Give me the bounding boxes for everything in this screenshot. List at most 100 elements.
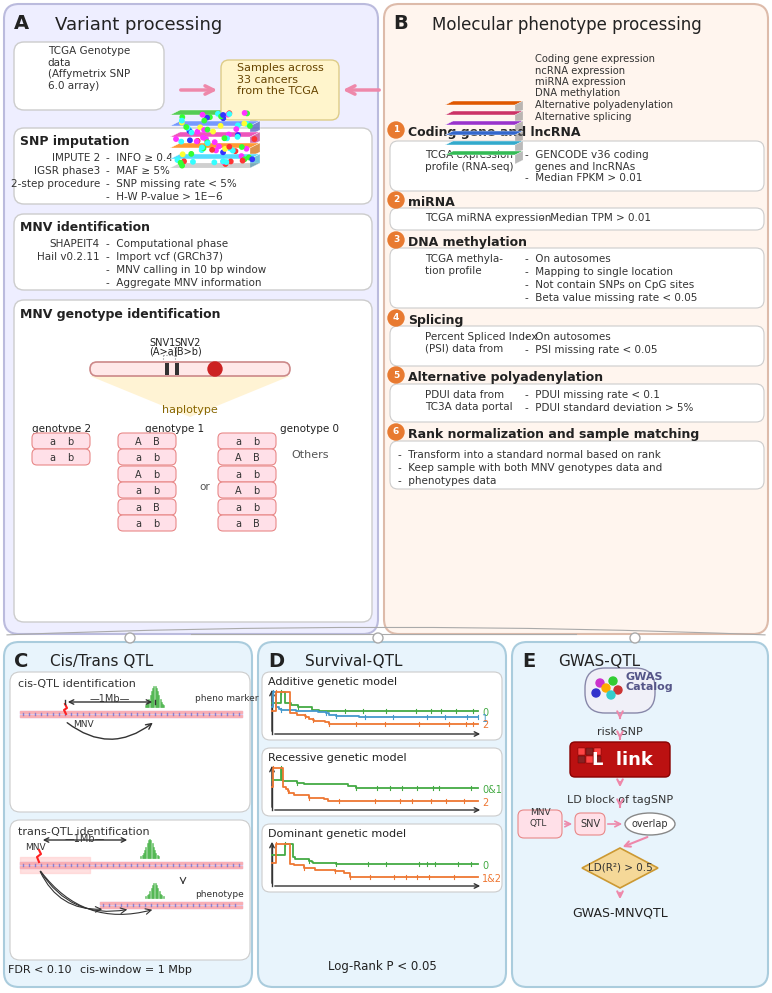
Text: b: b xyxy=(153,519,159,529)
FancyBboxPatch shape xyxy=(575,813,605,835)
Circle shape xyxy=(204,137,208,141)
Circle shape xyxy=(202,118,206,123)
Text: Rank normalization and sample matching: Rank normalization and sample matching xyxy=(408,428,699,441)
FancyBboxPatch shape xyxy=(585,668,655,713)
Text: cis-window = 1 Mbp: cis-window = 1 Mbp xyxy=(80,965,192,975)
Polygon shape xyxy=(250,143,260,157)
Circle shape xyxy=(248,124,252,128)
Circle shape xyxy=(225,136,229,141)
FancyBboxPatch shape xyxy=(390,384,764,422)
Circle shape xyxy=(252,137,256,141)
Text: or: or xyxy=(200,482,211,492)
Text: Additive genetic model: Additive genetic model xyxy=(268,677,397,687)
FancyBboxPatch shape xyxy=(4,642,252,987)
Text: b: b xyxy=(253,437,259,447)
Circle shape xyxy=(195,129,200,134)
Text: genotype 1: genotype 1 xyxy=(145,424,205,434)
Text: LD(R²) > 0.5: LD(R²) > 0.5 xyxy=(587,863,652,873)
Circle shape xyxy=(212,140,217,144)
Polygon shape xyxy=(445,131,523,135)
Text: -  MAF ≥ 5%: - MAF ≥ 5% xyxy=(106,166,170,176)
Circle shape xyxy=(200,112,205,117)
Text: DNA methylation: DNA methylation xyxy=(535,88,620,98)
Text: —1Mb—: —1Mb— xyxy=(90,694,130,704)
Circle shape xyxy=(178,161,183,165)
Text: -  phenotypes data: - phenotypes data xyxy=(398,476,496,486)
Circle shape xyxy=(218,124,223,128)
Circle shape xyxy=(235,135,240,139)
Text: a: a xyxy=(235,437,241,447)
Circle shape xyxy=(125,633,135,643)
Circle shape xyxy=(235,133,240,137)
Text: Catalog: Catalog xyxy=(625,682,672,692)
Bar xyxy=(578,756,585,763)
Circle shape xyxy=(239,145,244,149)
FancyBboxPatch shape xyxy=(218,482,276,498)
Circle shape xyxy=(614,686,622,694)
Circle shape xyxy=(388,310,404,326)
Polygon shape xyxy=(250,121,260,135)
Text: B: B xyxy=(153,503,159,513)
Polygon shape xyxy=(170,121,260,126)
Circle shape xyxy=(231,148,235,153)
Text: cis-QTL identification: cis-QTL identification xyxy=(18,679,136,689)
Circle shape xyxy=(227,112,232,116)
Circle shape xyxy=(180,118,184,123)
Circle shape xyxy=(239,154,244,158)
Text: Recessive genetic model: Recessive genetic model xyxy=(268,753,407,763)
Circle shape xyxy=(244,122,249,126)
Polygon shape xyxy=(170,163,260,168)
FancyBboxPatch shape xyxy=(118,466,176,482)
Circle shape xyxy=(388,122,404,138)
FancyBboxPatch shape xyxy=(384,4,768,634)
Bar xyxy=(594,748,601,755)
Polygon shape xyxy=(445,121,523,125)
Text: MNV: MNV xyxy=(25,843,46,852)
Text: MNV identification: MNV identification xyxy=(20,221,150,234)
Circle shape xyxy=(174,137,178,141)
Text: A: A xyxy=(134,470,141,480)
Circle shape xyxy=(205,140,209,144)
Polygon shape xyxy=(515,141,523,154)
Text: -  On autosomes: - On autosomes xyxy=(525,254,611,264)
Text: -  SNP missing rate < 5%: - SNP missing rate < 5% xyxy=(106,179,237,189)
Text: Alternative polyadenylation: Alternative polyadenylation xyxy=(408,371,603,384)
Text: Coding gene and lncRNA: Coding gene and lncRNA xyxy=(408,126,581,139)
Text: -  Computational phase: - Computational phase xyxy=(106,239,228,249)
Text: b: b xyxy=(67,437,73,447)
Text: -  Import vcf (GRCh37): - Import vcf (GRCh37) xyxy=(106,252,223,262)
Text: pheno marker: pheno marker xyxy=(195,694,259,703)
Text: Alternative splicing: Alternative splicing xyxy=(535,111,631,121)
FancyBboxPatch shape xyxy=(4,4,378,634)
Text: b: b xyxy=(153,470,159,480)
Circle shape xyxy=(198,125,202,129)
Text: 0: 0 xyxy=(482,861,488,871)
FancyBboxPatch shape xyxy=(118,482,176,498)
Text: Cis/Trans QTL: Cis/Trans QTL xyxy=(50,654,154,669)
Circle shape xyxy=(191,160,195,164)
FancyBboxPatch shape xyxy=(390,441,764,489)
FancyBboxPatch shape xyxy=(218,433,276,449)
Text: TCGA Genotype
data
(Affymetrix SNP
6.0 array): TCGA Genotype data (Affymetrix SNP 6.0 a… xyxy=(48,46,130,90)
Text: 6: 6 xyxy=(393,428,399,437)
Text: IMPUTE 2: IMPUTE 2 xyxy=(52,153,100,163)
Text: 1: 1 xyxy=(393,125,399,134)
Text: GWAS-MNVQTL: GWAS-MNVQTL xyxy=(572,907,668,920)
Text: 2: 2 xyxy=(482,797,488,807)
Circle shape xyxy=(187,127,191,132)
Circle shape xyxy=(609,677,617,685)
Text: b: b xyxy=(153,453,159,463)
Text: miRNA expression: miRNA expression xyxy=(535,77,626,87)
Circle shape xyxy=(596,679,604,687)
Text: a: a xyxy=(49,453,55,463)
Circle shape xyxy=(212,160,217,165)
Circle shape xyxy=(175,158,180,162)
Circle shape xyxy=(223,162,228,166)
Text: a: a xyxy=(235,470,241,480)
Circle shape xyxy=(242,111,247,115)
Text: a: a xyxy=(135,486,141,496)
Polygon shape xyxy=(515,111,523,124)
FancyBboxPatch shape xyxy=(90,362,290,376)
FancyBboxPatch shape xyxy=(518,810,562,838)
Circle shape xyxy=(229,159,233,164)
